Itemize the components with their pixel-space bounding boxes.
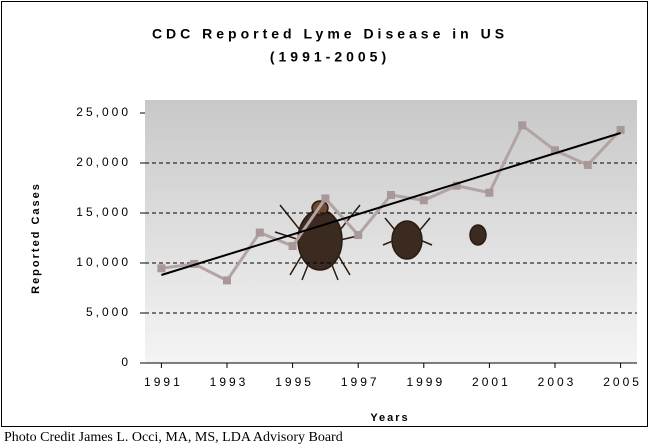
y-tick-label: 20,000 <box>76 155 131 169</box>
plot-area <box>145 100 637 363</box>
y-tick-label: 25,000 <box>76 105 131 119</box>
data-point <box>223 276 231 284</box>
y-axis-label: Reported Cases <box>30 182 42 294</box>
y-tick-label: 5,000 <box>86 305 131 319</box>
data-point <box>157 264 165 272</box>
x-tick-label: 1993 <box>210 375 249 389</box>
data-point <box>387 191 395 199</box>
x-tick-label: 2001 <box>472 375 511 389</box>
chart-subtitle: (1991-2005) <box>270 49 390 65</box>
x-tick-label: 2005 <box>603 375 642 389</box>
data-point <box>617 126 625 134</box>
photo-credit: Photo Credit James L. Occi, MA, MS, LDA … <box>4 430 343 445</box>
data-point <box>420 196 428 204</box>
x-tick-label: 1995 <box>275 375 314 389</box>
x-tick-label: 1991 <box>144 375 183 389</box>
x-tick-label: 1997 <box>341 375 380 389</box>
data-point <box>584 161 592 169</box>
x-axis-label: Years <box>370 412 409 424</box>
y-tick-label: 10,000 <box>76 255 131 269</box>
chart-title: CDC Reported Lyme Disease in US <box>152 26 508 42</box>
y-tick-label: 0 <box>121 355 131 369</box>
data-point <box>485 189 493 197</box>
data-point <box>289 242 297 250</box>
data-point <box>518 121 526 129</box>
data-point <box>256 229 264 237</box>
data-point <box>354 231 362 239</box>
chart: CDC Reported Lyme Disease in US (1991-20… <box>0 0 650 448</box>
x-tick-label: 2003 <box>538 375 577 389</box>
y-tick-label: 15,000 <box>76 205 131 219</box>
x-tick-label: 1999 <box>406 375 445 389</box>
data-point <box>321 194 329 202</box>
